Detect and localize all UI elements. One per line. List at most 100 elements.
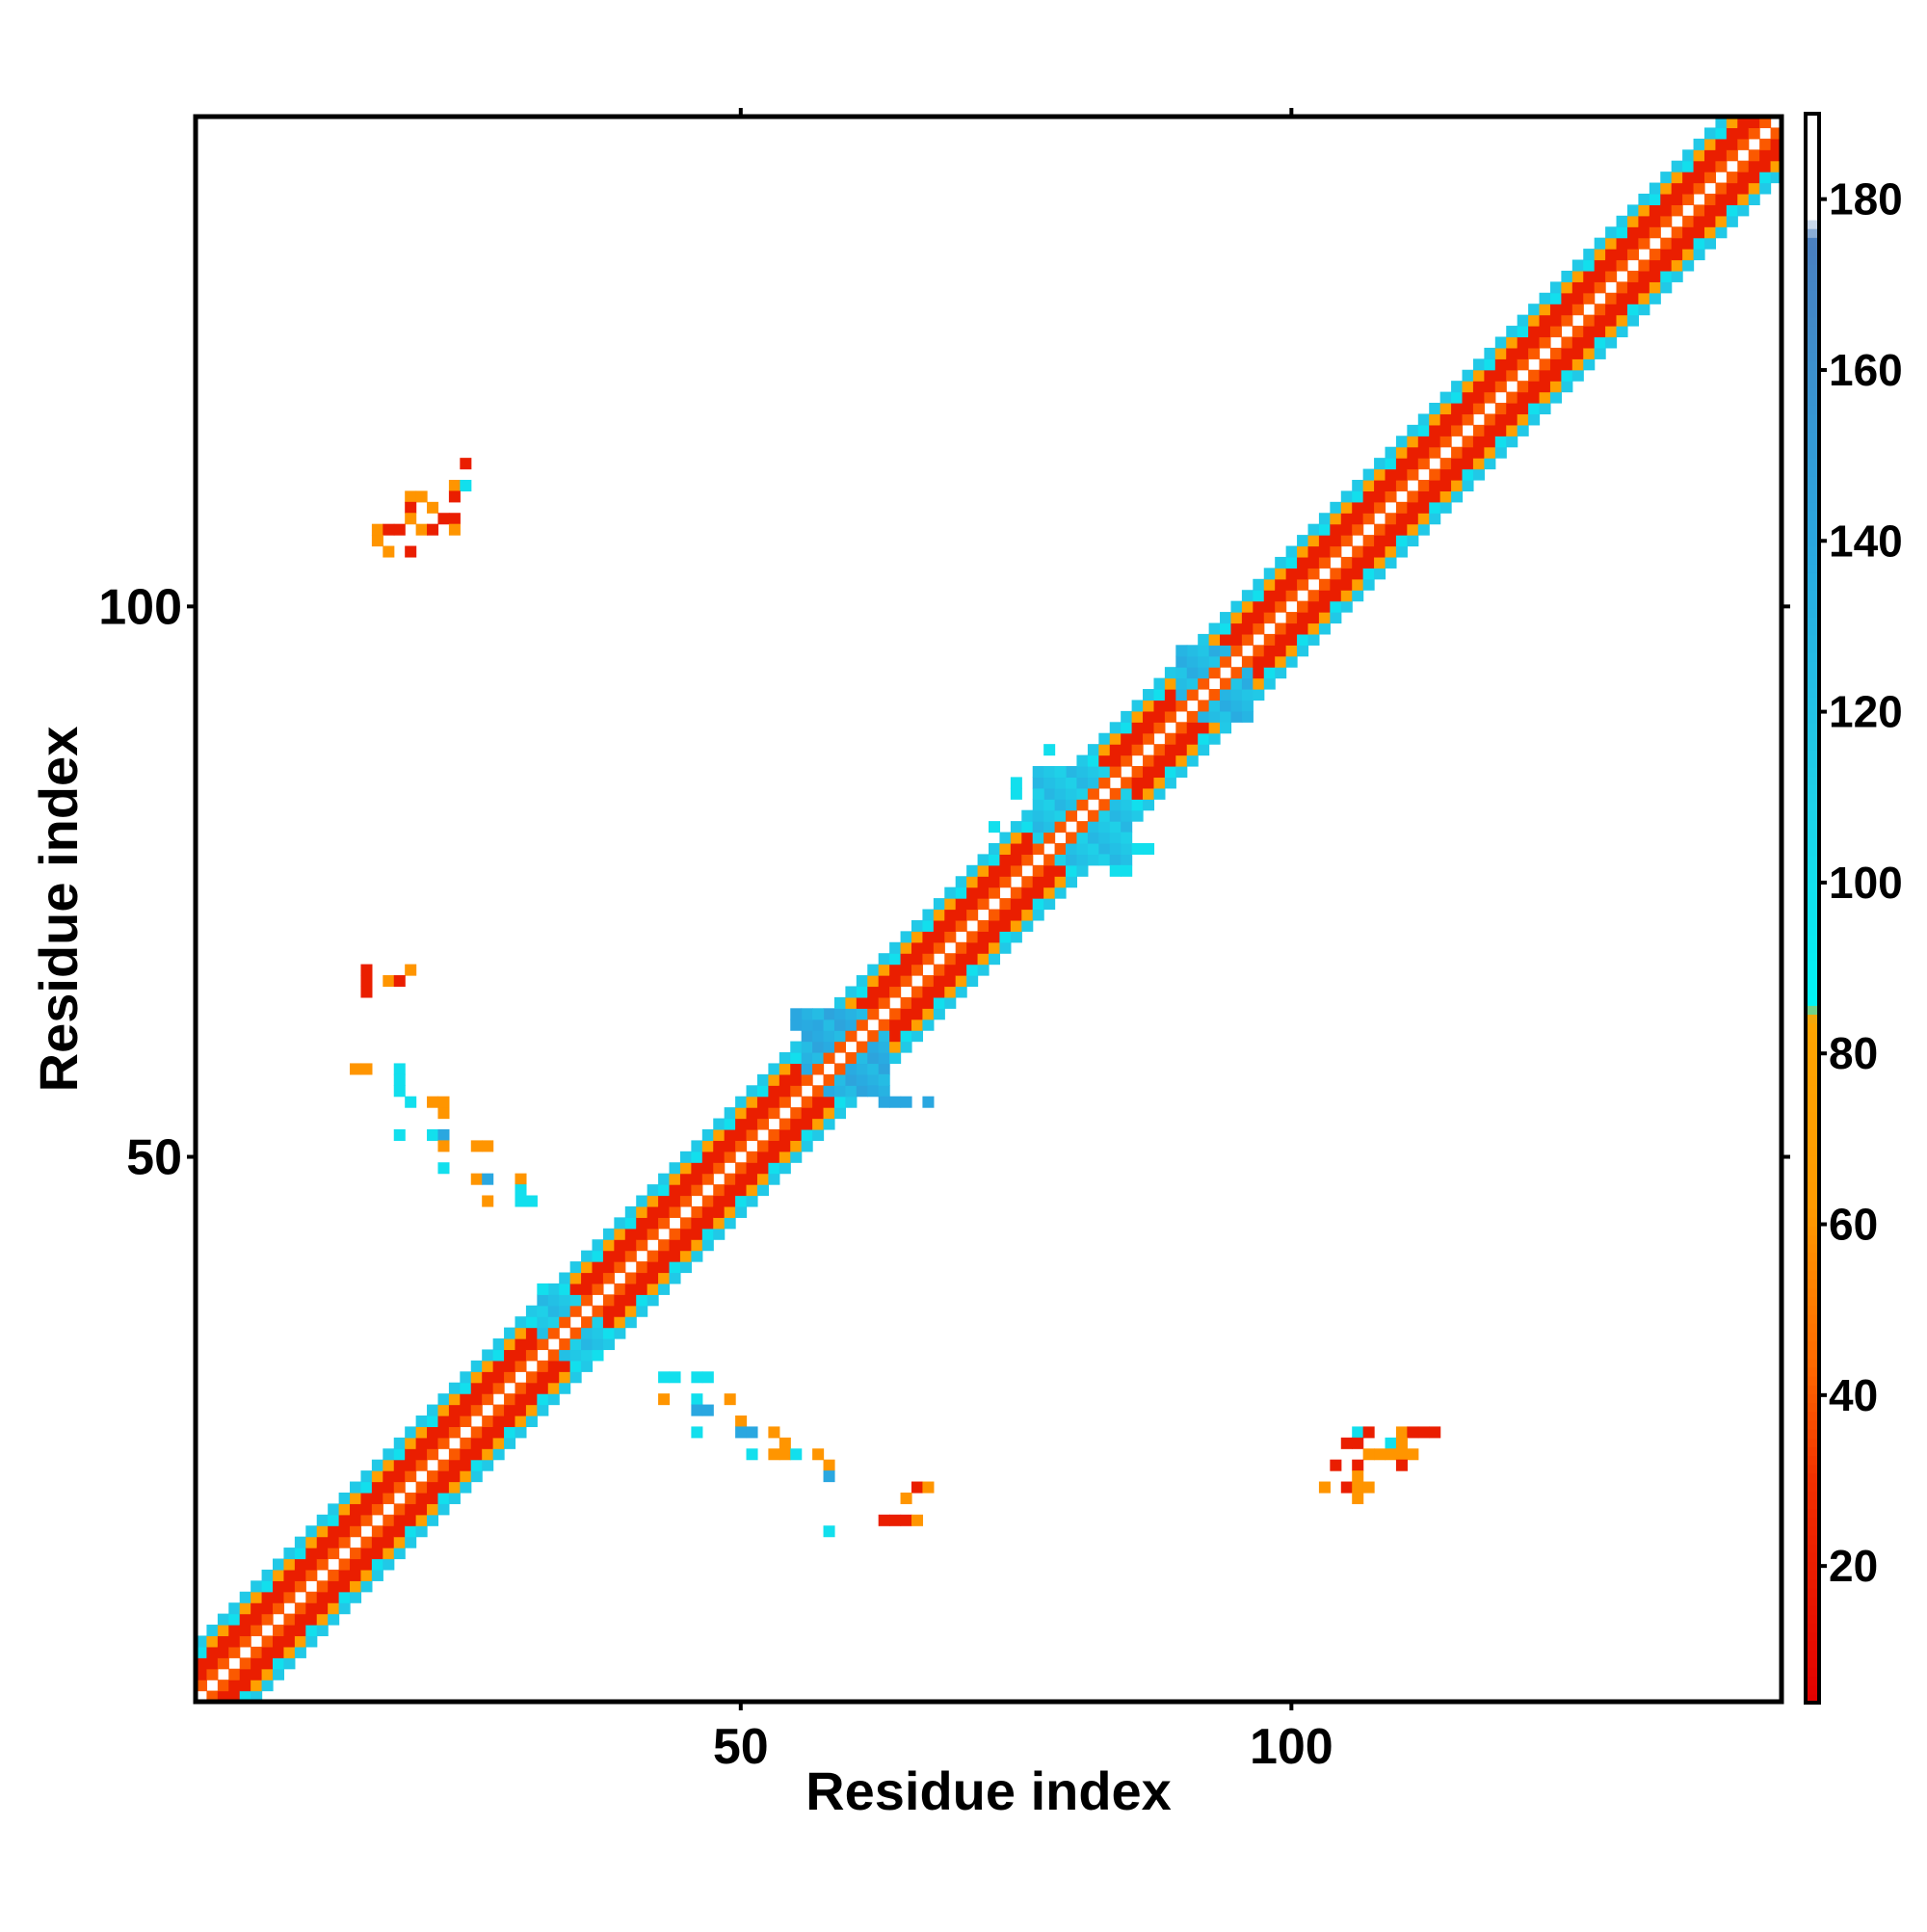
colorbar-segment [1806,1252,1819,1262]
colorbar-segment [1806,863,1819,874]
colorbar-segment [1806,545,1819,556]
heatmap-cell [602,1338,615,1351]
heatmap-cell [922,909,935,921]
colorbar-segment [1806,1658,1819,1668]
colorbar-segment [1806,802,1819,812]
heatmap-cell [823,1052,835,1065]
heatmap-cell [1561,314,1573,327]
heatmap-cell [756,1173,769,1185]
heatmap-cell [624,1217,637,1230]
colorbar-segment [1806,1084,1819,1095]
heatmap-cell [1549,391,1562,404]
heatmap-cell [1616,249,1628,261]
heatmap-cell [537,1371,549,1384]
heatmap-cell [1385,1448,1397,1461]
heatmap-cell [701,1217,714,1230]
colorbar-segment [1806,519,1819,530]
heatmap-cell [1043,854,1056,866]
heatmap-cell [1682,182,1695,195]
heatmap-cell [999,898,1012,911]
heatmap-cell [328,1602,340,1615]
heatmap-cell [1230,633,1243,646]
heatmap-cell [1143,787,1155,800]
heatmap-cell [1143,722,1155,734]
heatmap-cell [273,1668,285,1681]
heatmap-cell [768,1073,780,1086]
heatmap-cell [251,1657,263,1670]
colorbar-segment [1806,1005,1819,1016]
heatmap-cell [989,854,1001,866]
heatmap-cell [460,1481,472,1494]
heatmap-cell [1198,744,1210,756]
heatmap-cell [504,1404,516,1416]
heatmap-cell [1087,787,1099,800]
heatmap-cell [1451,403,1464,415]
heatmap-cell [1395,436,1408,448]
heatmap-cell [393,523,406,536]
heatmap-cell [1121,722,1133,734]
heatmap-cell [1748,117,1760,129]
heatmap-cell [581,1272,594,1284]
colorbar-frame [1804,112,1821,1705]
heatmap-cell [1583,292,1596,304]
heatmap-cell [1539,304,1551,316]
heatmap-cell [1715,160,1728,172]
heatmap-cell [1451,458,1464,470]
heatmap-cell [691,1184,703,1197]
heatmap-cell [889,964,902,976]
heatmap-cell [1164,700,1176,712]
heatmap-cell [559,1382,571,1394]
heatmap-cell [856,1073,868,1086]
heatmap-cell [559,1360,571,1372]
heatmap-cell [1638,270,1650,282]
colorbar-segment [1806,343,1819,353]
heatmap-cell [448,1415,461,1428]
colorbar-segment [1806,1031,1819,1042]
colorbar-segment [1806,272,1819,282]
heatmap-cell [636,1261,648,1274]
heatmap-cell [955,975,967,988]
heatmap-cell [1429,403,1441,415]
heatmap-cell [1660,182,1673,195]
heatmap-cell [624,1250,637,1262]
heatmap-cell [371,1481,383,1494]
heatmap-cell [1021,842,1034,855]
x-tick-label: 50 [713,1719,769,1775]
heatmap-cell [1395,513,1408,525]
heatmap-cell [1054,842,1067,855]
heatmap-cell [1131,765,1144,779]
heatmap-cell [833,996,846,1009]
heatmap-cell [1385,458,1397,470]
heatmap-cell [504,1349,516,1362]
colorbar-segment [1806,281,1819,291]
heatmap-cell [1506,347,1518,359]
heatmap-cell [1220,700,1232,712]
heatmap-cell [1143,754,1155,767]
heatmap-cell [294,1580,306,1593]
heatmap-cell [1043,744,1056,756]
heatmap-cell [1220,645,1232,657]
heatmap-cell [1671,172,1683,184]
heatmap-cell [1451,391,1464,404]
colorbar-segment [1806,713,1819,724]
heatmap-cell [679,1151,692,1163]
heatmap-cell [1352,556,1364,569]
heatmap-cell [1297,545,1309,558]
heatmap-cell [1043,887,1056,899]
colorbar-segment [1806,157,1819,168]
heatmap-cell [350,1492,362,1504]
heatmap-cell [602,1228,615,1240]
heatmap-cell [592,1316,604,1329]
heatmap-cell [878,1073,890,1086]
heatmap-cell [1759,160,1772,172]
heatmap-cell [569,1349,582,1362]
heatmap-cell [1484,413,1496,426]
heatmap-cell [790,1107,803,1120]
heatmap-cell [1549,292,1562,304]
heatmap-cell [867,1030,880,1043]
heatmap-cell [482,1140,494,1152]
heatmap-cell [911,964,924,976]
heatmap-cell [1208,633,1221,646]
heatmap-cell [1153,710,1166,723]
heatmap-cell [1407,1426,1419,1439]
